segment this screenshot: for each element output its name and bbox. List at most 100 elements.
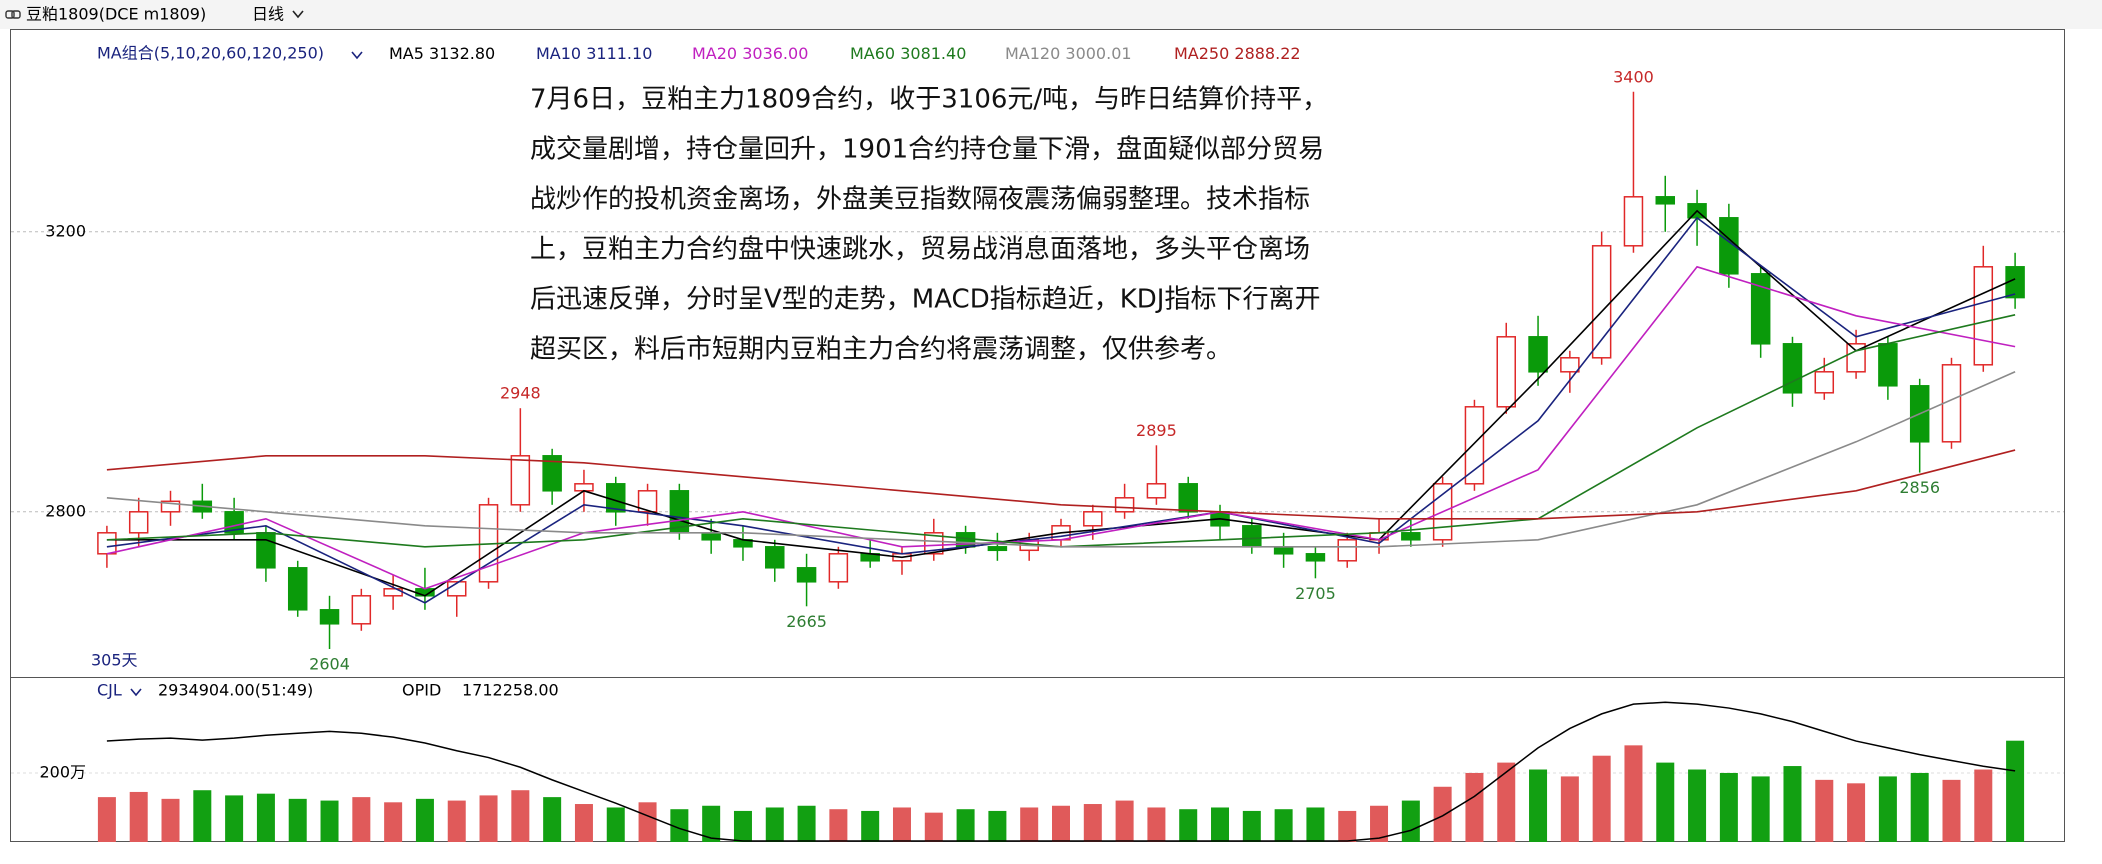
extreme-label: 2705 — [1295, 584, 1336, 603]
volume-chevron[interactable] — [130, 688, 142, 697]
volume-bar — [1719, 772, 1738, 842]
period[interactable]: 日线 — [252, 5, 284, 24]
candle-body — [1878, 343, 1898, 387]
symbol[interactable]: 豆粕1809(DCE m1809) — [26, 5, 206, 24]
legend-value: 3036.00 — [742, 44, 808, 63]
volume-bar — [1656, 762, 1675, 842]
volume-bar — [1115, 800, 1134, 842]
top-bar — [0, 0, 2102, 29]
volume-bar — [1242, 810, 1261, 842]
volume-bar — [1815, 779, 1834, 842]
volume-bar — [1274, 809, 1293, 842]
ma-line — [106, 371, 2016, 548]
volume-bar — [415, 798, 434, 842]
volume-bar — [543, 797, 562, 842]
volume-bar — [1211, 807, 1230, 842]
ma-group-label[interactable]: MA组合(5,10,20,60,120,250) — [97, 44, 324, 63]
volume-bar — [670, 809, 689, 842]
y-tick-label: 2800 — [45, 501, 86, 520]
volume-bar — [1942, 779, 1961, 842]
legend-name: MA250 — [1174, 44, 1229, 63]
legend-entry: MA120 3000.01 — [1005, 44, 1132, 63]
legend-entry: MA250 2888.22 — [1174, 44, 1301, 63]
candle-body — [256, 532, 276, 569]
volume-bar — [256, 793, 275, 842]
volume-bar — [956, 809, 975, 842]
candle-body — [1401, 532, 1421, 541]
extreme-label: 2665 — [786, 612, 827, 631]
volume-bar — [1878, 776, 1897, 842]
note-line: 超买区，料后市短期内豆粕主力合约将震荡调整，仅供参考。 — [530, 335, 1232, 365]
candle-body — [351, 595, 372, 625]
volume-bar — [861, 810, 880, 842]
oi-value: 1712258.00 — [462, 681, 559, 700]
legend-name: MA120 — [1005, 44, 1060, 63]
legend-name: MA60 — [850, 44, 895, 63]
candle-body — [1591, 245, 1612, 359]
legend-entry: MA60 3081.40 — [850, 44, 966, 63]
period-chevron[interactable] — [292, 10, 304, 19]
candle-body — [1178, 483, 1198, 513]
candle-body — [796, 567, 817, 583]
volume-label[interactable]: CJL — [97, 681, 122, 700]
candle-body — [1242, 525, 1262, 548]
extreme-label: 2948 — [500, 384, 541, 403]
volume-bar — [1052, 805, 1070, 842]
candle-body — [1750, 273, 1771, 345]
volume-bar — [1624, 745, 1643, 842]
volume-bar — [702, 805, 721, 842]
candle-body — [542, 455, 562, 492]
candle-body — [287, 567, 308, 611]
ma-line — [106, 449, 2016, 520]
candle-body — [1146, 483, 1167, 499]
candle-body — [1464, 406, 1485, 485]
volume-bar — [1497, 762, 1516, 842]
volume-bar — [479, 795, 498, 842]
volume-bar — [924, 812, 943, 842]
candle-body — [1083, 511, 1103, 527]
note-line: 战炒作的投机资金离场，外盘美豆指数隔夜震荡偏弱整理。技术指标 — [530, 185, 1310, 215]
volume-bar — [1529, 769, 1548, 842]
candle-body — [1337, 539, 1357, 562]
candle-body — [1273, 546, 1294, 555]
legend-value: 3132.80 — [429, 44, 495, 63]
legend-entry: MA10 3111.10 — [536, 44, 652, 63]
volume-bar — [1433, 786, 1452, 842]
candle-body — [128, 511, 149, 534]
volume-bar — [1338, 810, 1357, 842]
extreme-label: 2856 — [1899, 478, 1940, 497]
candle-body — [1560, 357, 1580, 373]
legend-name: MA10 — [536, 44, 581, 63]
legend-entry: MA20 3036.00 — [692, 44, 808, 63]
ma-chevron[interactable] — [351, 51, 363, 60]
extreme-label: 3400 — [1613, 67, 1654, 86]
volume-bar — [733, 810, 752, 842]
volume-bar — [988, 810, 1007, 842]
volume-bar — [574, 804, 593, 842]
ma-line — [106, 216, 2016, 604]
candle-body — [987, 546, 1008, 552]
candle-body — [1528, 336, 1548, 373]
legend-value: 2888.22 — [1234, 44, 1300, 63]
volume-bar — [1370, 805, 1389, 842]
candle-body — [637, 490, 658, 513]
candle-body — [765, 546, 785, 569]
candle-body — [1973, 266, 1994, 366]
y-tick-label: 200万 — [39, 762, 86, 781]
volume-bar — [1910, 772, 1929, 842]
volume-bar — [161, 798, 180, 842]
candle-body — [1305, 553, 1326, 562]
volume-bar — [352, 797, 371, 842]
legend-value: 3081.40 — [900, 44, 966, 63]
candle-body — [160, 500, 181, 513]
note-line: 7月6日，豆粕主力1809合约，收于3106元/吨，与昨日结算价持平， — [530, 85, 1328, 115]
volume-bar — [1083, 804, 1102, 842]
volume-bar — [1147, 807, 1166, 842]
volume-bar — [97, 797, 116, 842]
volume-bar — [1783, 766, 1802, 842]
legend-value: 3111.10 — [586, 44, 652, 63]
volume-bar — [1974, 769, 1993, 842]
volume-bar — [129, 791, 148, 842]
